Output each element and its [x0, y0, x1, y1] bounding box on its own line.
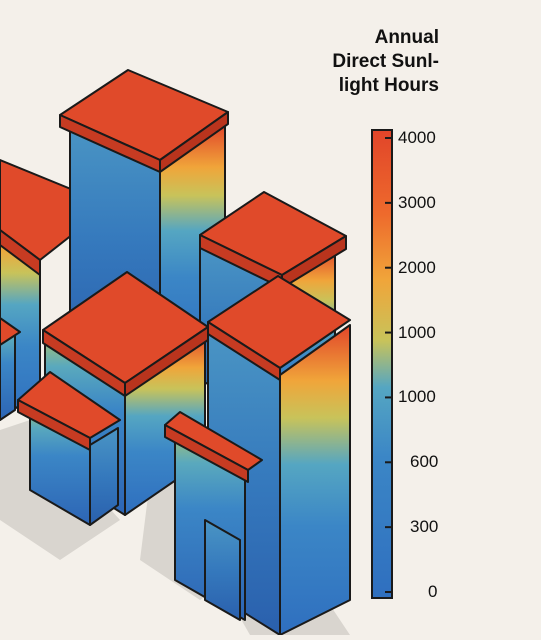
building-edge-left — [0, 317, 21, 421]
legend-tick-label: 600 — [410, 452, 439, 472]
legend-tick-label: 2000 — [398, 257, 436, 277]
legend-title-line-2: Direct Sunl- — [332, 51, 439, 72]
building-front-small — [17, 371, 121, 526]
legend-title-line-3: light Hours — [338, 75, 439, 96]
legend-tick-label: 1000 — [398, 322, 436, 342]
legend-title-line-1: Annual — [374, 27, 439, 48]
legend-tick-label: 1000 — [398, 387, 436, 407]
building-ledge — [164, 411, 263, 621]
legend-colorbar — [371, 129, 393, 599]
legend-tick-label: 0 — [428, 582, 438, 601]
legend-tick-label: 4000 — [398, 128, 436, 147]
legend-title: Annual Direct Sunl- light Hours — [279, 26, 439, 98]
legend-tick-label: 3000 — [398, 192, 436, 212]
legend-tick-label: 300 — [410, 517, 439, 537]
